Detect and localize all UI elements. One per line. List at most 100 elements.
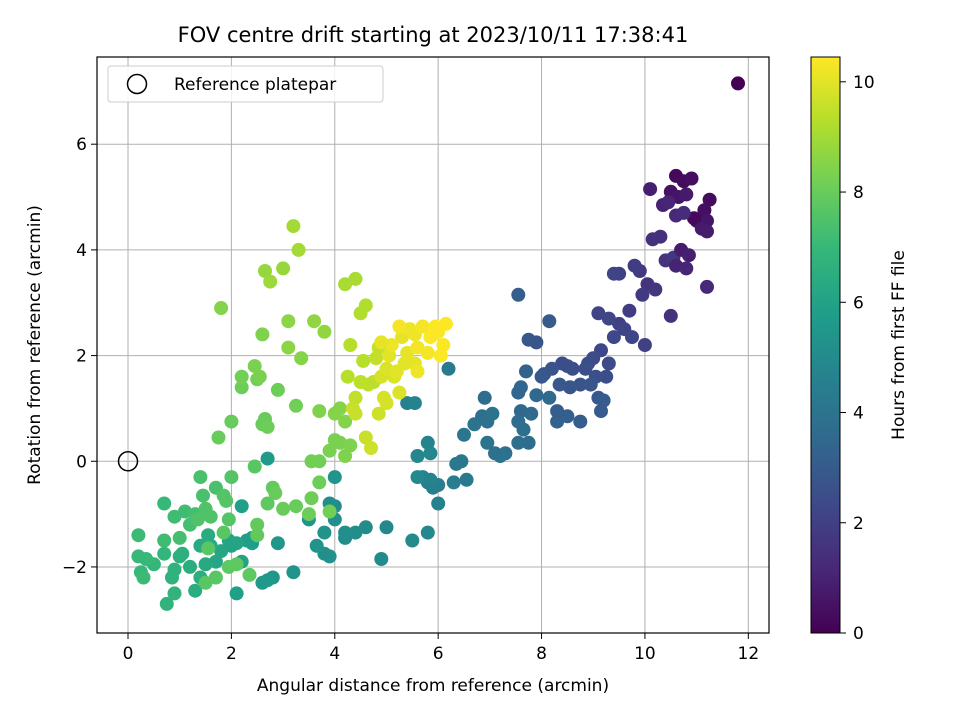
data-point [524,406,539,421]
data-point [203,509,218,524]
data-point [322,443,337,458]
data-point [596,393,611,408]
data-point [183,559,197,574]
data-point [488,446,502,461]
data-point [317,525,332,540]
reference-point [117,451,139,472]
data-point [643,182,658,197]
legend: Reference platepar [107,65,384,103]
data-point [234,499,249,514]
data-point [459,472,474,487]
data-point [661,195,676,210]
data-point [291,242,306,257]
data-point [159,596,174,611]
data-point [255,575,270,590]
data-point [622,303,637,318]
data-point [338,414,353,429]
data-point [560,409,575,424]
data-point [229,586,244,601]
colorbar-tick-label: 6 [853,293,864,313]
data-point [410,470,425,485]
data-point [131,528,146,543]
data-point [702,192,717,207]
data-point [172,530,187,545]
data-point [606,266,621,281]
data-point [635,287,650,302]
data-point [348,271,363,286]
data-point [516,422,531,437]
data-point [552,377,567,392]
data-point [663,308,678,323]
data-point [211,430,226,445]
data-point [343,438,358,453]
data-point [410,449,425,463]
data-point [601,311,616,326]
data-point [250,528,265,543]
data-point [625,330,639,345]
data-point [684,171,699,186]
x-tick-label: 2 [226,644,237,664]
data-point [392,319,407,334]
data-point [382,348,397,363]
data-point [333,401,347,416]
data-point [281,340,296,355]
legend-label: Reference platepar [174,75,336,95]
data-point [637,338,652,352]
colorbar-tick-label: 10 [853,73,875,93]
data-point [252,369,267,384]
data-point [405,533,420,548]
y-tick-label: 4 [76,241,87,261]
data-point [276,501,291,516]
data-point [423,472,438,487]
data-point [687,211,701,226]
data-point [431,496,446,511]
x-axis: 0 2 4 6 8 10 12 [123,633,760,664]
legend-box [107,65,384,103]
data-point [214,544,229,559]
data-point [268,486,283,500]
colorbar-axis: 0 2 4 6 8 10 [840,73,875,644]
data-point [511,287,526,302]
data-point [309,538,324,553]
data-point [599,369,614,384]
data-point [679,187,694,202]
data-point [216,525,231,540]
data-point [312,404,327,419]
data-point [591,306,606,321]
data-points [131,76,745,611]
data-point [312,475,327,490]
data-point [286,219,301,234]
data-point [348,390,363,405]
data-point [348,406,363,421]
y-axis-title: Rotation from reference (arcmin) [25,205,45,485]
reference-marker [117,451,139,472]
data-point [224,414,239,429]
data-point [198,557,213,572]
data-point [317,324,332,339]
y-tick-label: 0 [76,452,87,472]
data-point [188,583,203,598]
data-point [534,369,549,384]
data-point [307,314,322,329]
data-point [679,261,694,276]
data-point [312,454,327,469]
data-point [343,338,358,352]
data-point [263,274,278,289]
data-point [338,277,353,292]
colorbar-tick-label: 4 [853,404,864,424]
data-point [247,459,262,474]
data-point [208,570,223,585]
data-point [648,282,663,297]
data-point [449,456,464,471]
x-axis-title: Angular distance from reference (arcmin) [257,676,609,696]
data-point [511,385,526,400]
data-point [260,451,275,466]
data-point [578,361,593,376]
x-tick-label: 6 [433,644,444,664]
data-point [594,404,608,419]
data-point [234,369,249,384]
data-point [301,507,316,522]
data-point [358,430,373,445]
x-tick-label: 12 [738,644,760,664]
